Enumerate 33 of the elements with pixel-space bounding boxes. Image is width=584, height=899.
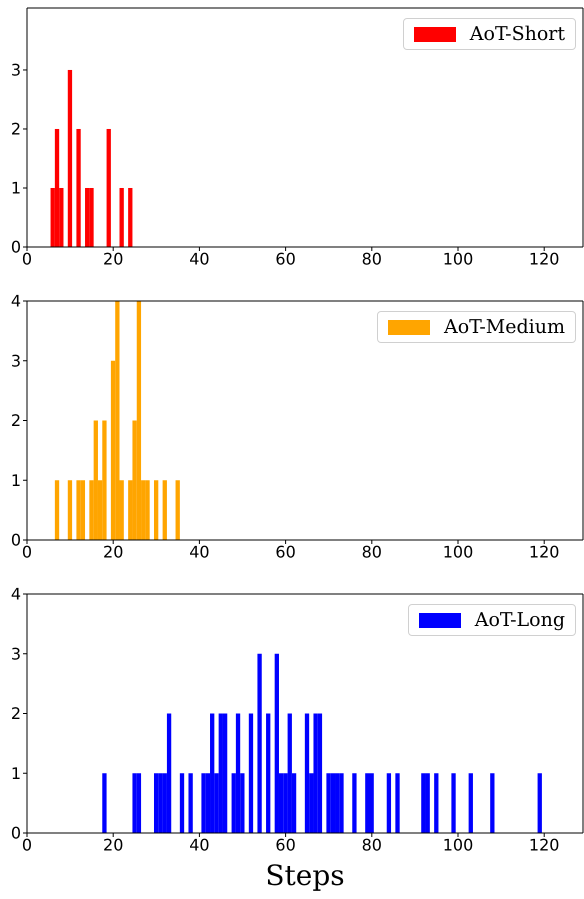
x-tick-label: 40 xyxy=(189,835,210,854)
x-tick-label: 100 xyxy=(442,249,474,268)
y-tick-label: 1 xyxy=(10,178,21,198)
x-tick-label: 60 xyxy=(275,835,296,854)
x-tick-label: 120 xyxy=(528,542,560,562)
y-tick-label: 3 xyxy=(10,60,21,80)
x-tick-label: 80 xyxy=(362,249,382,268)
legend-label: AoT-Medium xyxy=(444,316,565,338)
y-tick-label: 2 xyxy=(10,704,21,724)
y-tick-label: 2 xyxy=(10,411,21,430)
legend-label: AoT-Long xyxy=(474,609,565,631)
y-tick-label: 4 xyxy=(10,292,21,311)
x-tick-label: 20 xyxy=(103,542,124,562)
x-tick-label: 100 xyxy=(442,542,474,562)
y-tick-label: 3 xyxy=(10,644,21,664)
x-tick-label: 60 xyxy=(275,249,296,268)
y-tick-label: 2 xyxy=(10,120,21,139)
x-tick-label: 80 xyxy=(362,835,382,854)
legend-label: AoT-Short xyxy=(470,23,565,45)
y-tick-label: 1 xyxy=(10,764,21,783)
x-tick-label: 20 xyxy=(103,249,124,268)
x-tick-label: 60 xyxy=(275,542,296,562)
x-tick-label: 80 xyxy=(362,542,382,562)
x-tick-label: 20 xyxy=(103,835,124,854)
x-tick-label: 120 xyxy=(528,835,560,854)
x-axis-title: Steps xyxy=(265,859,345,892)
y-tick-label: 3 xyxy=(10,351,21,370)
y-tick-label: 4 xyxy=(10,584,21,604)
x-tick-label: 100 xyxy=(442,835,474,854)
y-tick-label: 1 xyxy=(10,470,21,490)
x-tick-label: 40 xyxy=(189,542,210,562)
x-tick-label: 120 xyxy=(528,249,560,268)
x-tick-label: 40 xyxy=(189,249,210,268)
